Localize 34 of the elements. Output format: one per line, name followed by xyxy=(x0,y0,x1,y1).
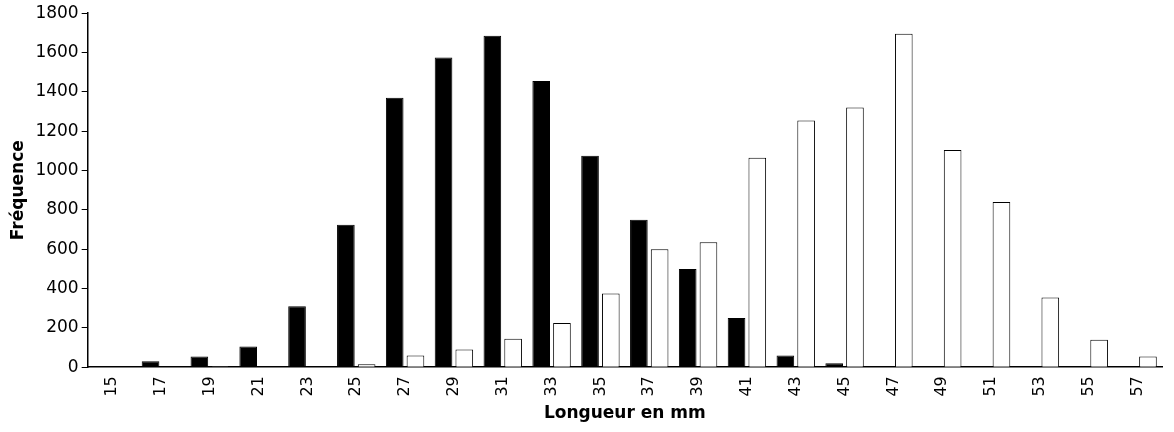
x-tick-label: 15 xyxy=(101,376,121,397)
y-tick-label: 1400 xyxy=(35,80,79,101)
x-tick-label: 55 xyxy=(1077,376,1097,397)
x-tick-label: 29 xyxy=(443,376,463,397)
y-tick-label: 1600 xyxy=(35,40,79,61)
x-tick-label: 25 xyxy=(345,376,365,397)
y-tick-label: 1800 xyxy=(35,1,79,22)
x-tick-label: 39 xyxy=(687,376,707,397)
x-tick-label: 33 xyxy=(540,376,560,397)
x-tick-label: 43 xyxy=(784,376,804,397)
x-tick-label: 19 xyxy=(198,376,218,397)
x-tick-label: 45 xyxy=(833,376,853,397)
x-axis-title: Longueur en mm xyxy=(543,402,706,423)
x-tick-label: 53 xyxy=(1029,376,1049,397)
y-tick-label: 1000 xyxy=(35,158,79,179)
x-tick-label: 31 xyxy=(491,376,511,397)
y-tick-label: 200 xyxy=(46,316,79,337)
y-tick-label: 1200 xyxy=(35,119,79,140)
x-tick-label: 57 xyxy=(1126,376,1146,397)
y-tick-label: 800 xyxy=(46,198,79,219)
y-axis-title: Fréquence xyxy=(6,140,27,241)
x-tick-label: 37 xyxy=(638,376,658,397)
x-tick-label: 35 xyxy=(589,376,609,397)
x-tick-label: 49 xyxy=(931,376,951,397)
x-tick-label: 41 xyxy=(736,376,756,397)
y-tick-label: 600 xyxy=(46,237,79,258)
x-tick-label: 27 xyxy=(394,376,414,397)
x-tick-label: 23 xyxy=(296,376,316,397)
y-tick-label: 400 xyxy=(46,276,79,297)
x-tick-label: 51 xyxy=(980,376,1000,397)
y-tick-label: 0 xyxy=(67,355,79,376)
x-tick-label: 17 xyxy=(150,376,170,397)
x-tick-label: 47 xyxy=(882,376,902,397)
x-tick-label: 21 xyxy=(247,376,267,397)
